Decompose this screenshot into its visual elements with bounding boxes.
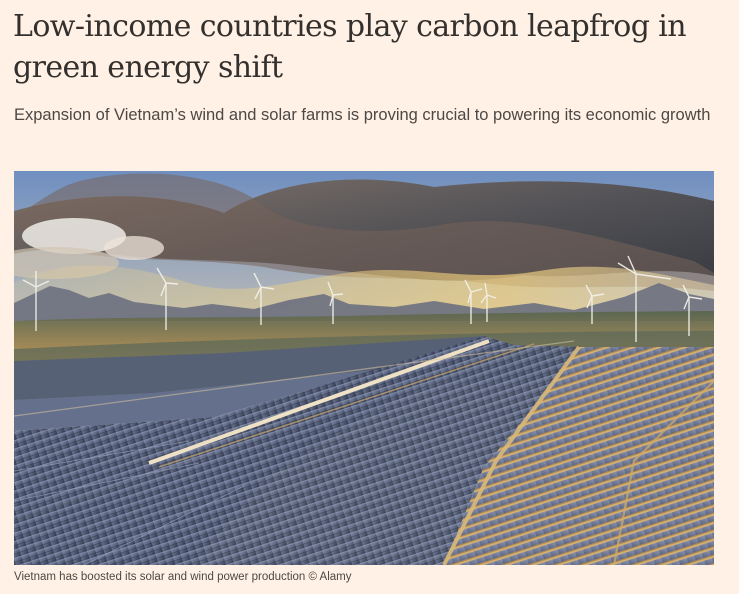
article-standfirst: Expansion of Vietnam’s wind and solar fa… (14, 106, 711, 124)
image-caption: Vietnam has boosted its solar and wind p… (14, 571, 352, 583)
article-headline[interactable]: Low-income countries play carbon leapfro… (13, 9, 687, 85)
solar-farm-photo (14, 171, 714, 565)
article-main-image (14, 171, 714, 565)
